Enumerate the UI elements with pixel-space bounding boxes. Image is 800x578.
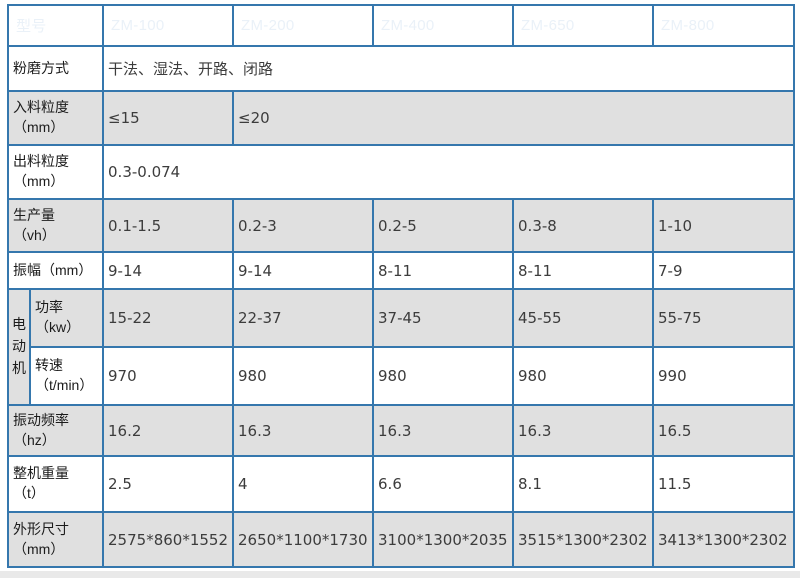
row-weight: 整机重量 （t） 2.5 4 6.6 8.1 11.5 — [6, 455, 796, 513]
row-label-frequency: 振动频率 （hz） — [6, 404, 105, 457]
row-label-grinding: 粉磨方式 — [6, 45, 105, 92]
value-cell: 2650*1100*1730 — [232, 511, 375, 568]
header-zm800: ZM-800 — [652, 4, 796, 47]
value-cell: 16.3 — [372, 404, 515, 457]
value-cell: 970 — [102, 346, 235, 406]
label-unit: （mm） — [13, 540, 65, 557]
label-line1: 生产量 — [13, 206, 55, 223]
row-production: 生产量 （vh） 0.1-1.5 0.2-3 0.2-5 0.3-8 1-10 — [6, 198, 796, 253]
value-cell: 37-45 — [372, 288, 515, 348]
value-cell: 6.6 — [372, 455, 515, 513]
row-label-amplitude: 振幅（mm） — [6, 251, 105, 290]
value-cell: 980 — [372, 346, 515, 406]
label-line1: 出料粒度 — [13, 153, 69, 170]
value-cell: 0.3-0.074 — [102, 144, 796, 200]
label-line1: 转速 — [35, 357, 63, 374]
value-cell: 22-37 — [232, 288, 375, 348]
value-cell: 9-14 — [102, 251, 235, 290]
header-zm400: ZM-400 — [372, 4, 515, 47]
value-cell: 3515*1300*2302 — [512, 511, 655, 568]
label-line1: 外形尺寸 — [13, 520, 69, 537]
value-cell: 990 — [652, 346, 796, 406]
label-unit: （mm） — [13, 173, 65, 189]
value-cell: 16.3 — [232, 404, 375, 457]
spec-table: 型号 ZM-100 ZM-200 ZM-400 ZM-650 ZM-800 粉磨… — [6, 4, 796, 568]
value-cell: 8-11 — [372, 251, 515, 290]
label-line1: 功率 — [35, 299, 63, 316]
value-cell: 16.3 — [512, 404, 655, 457]
page-bottom-strip — [0, 571, 800, 578]
row-motor-power: 电动机 功率 （kw） 15-22 22-37 37-45 45-55 55-7… — [7, 288, 796, 406]
value-cell: 980 — [232, 346, 375, 406]
value-cell: 1-10 — [652, 198, 796, 253]
header-row: 型号 ZM-100 ZM-200 ZM-400 ZM-650 ZM-800 — [6, 4, 796, 47]
value-cell: 3413*1300*2302 — [652, 511, 796, 568]
value-cell: 16.5 — [652, 404, 796, 457]
row-amplitude: 振幅（mm） 9-14 9-14 8-11 8-11 7-9 — [6, 251, 796, 290]
row-frequency: 振动频率 （hz） 16.2 16.3 16.3 16.3 16.5 — [6, 404, 796, 457]
label-line1: 入料粒度 — [13, 99, 69, 116]
label-line1: 振动频率 — [13, 411, 69, 428]
row-output-size: 出料粒度 （mm） 0.3-0.074 — [6, 144, 796, 200]
header-model-label: 型号 — [6, 4, 105, 47]
row-label-motor-speed: 转速 （t/min） — [28, 346, 105, 406]
label-unit: （kw） — [35, 319, 81, 335]
row-label-weight: 整机重量 （t） — [6, 455, 105, 513]
row-label-motor-power: 功率 （kw） — [28, 288, 105, 348]
value-cell: 0.3-8 — [512, 198, 655, 253]
row-motor-speed: 转速 （t/min） 970 980 980 980 990 — [8, 346, 796, 406]
label-unit: （t/min） — [35, 377, 94, 393]
value-cell: 8-11 — [512, 251, 655, 290]
row-label-dimensions: 外形尺寸 （mm） — [6, 511, 105, 568]
value-cell: 干法、湿法、开路、闭路 — [102, 45, 796, 92]
label-unit: （mm） — [13, 119, 65, 135]
value-cell: 0.2-3 — [232, 198, 375, 253]
value-cell: 7-9 — [652, 251, 796, 290]
value-cell: 11.5 — [652, 455, 796, 513]
value-cell: 2575*860*1552 — [102, 511, 235, 568]
row-label-output-size: 出料粒度 （mm） — [6, 144, 105, 200]
label-unit: （hz） — [13, 431, 56, 448]
value-cell: 3100*1300*2035 — [372, 511, 515, 568]
value-cell: 2.5 — [102, 455, 235, 513]
value-cell: ≤15 — [102, 90, 235, 146]
value-cell: 16.2 — [102, 404, 235, 457]
motor-group-label: 电动机 — [7, 288, 31, 406]
row-feed-size: 入料粒度 （mm） ≤15 ≤20 — [6, 90, 796, 146]
label-line1: 整机重量 — [13, 465, 69, 482]
header-zm100: ZM-100 — [102, 4, 235, 47]
value-cell: ≤20 — [232, 90, 796, 146]
row-label-production: 生产量 （vh） — [6, 198, 105, 253]
value-cell: 0.1-1.5 — [102, 198, 235, 253]
value-cell: 4 — [232, 455, 375, 513]
row-dimensions: 外形尺寸 （mm） 2575*860*1552 2650*1100*1730 3… — [6, 511, 796, 568]
value-cell: 8.1 — [512, 455, 655, 513]
value-cell: 9-14 — [232, 251, 375, 290]
value-cell: 980 — [512, 346, 655, 406]
row-grinding: 粉磨方式 干法、湿法、开路、闭路 — [6, 45, 796, 92]
value-cell: 45-55 — [512, 288, 655, 348]
label-unit: （vh） — [13, 226, 56, 243]
row-label-feed-size: 入料粒度 （mm） — [6, 90, 105, 146]
value-cell: 15-22 — [102, 288, 235, 348]
label-unit: （t） — [13, 485, 45, 501]
value-cell: 55-75 — [652, 288, 796, 348]
header-zm650: ZM-650 — [512, 4, 655, 47]
header-zm200: ZM-200 — [232, 4, 375, 47]
value-cell: 0.2-5 — [372, 198, 515, 253]
